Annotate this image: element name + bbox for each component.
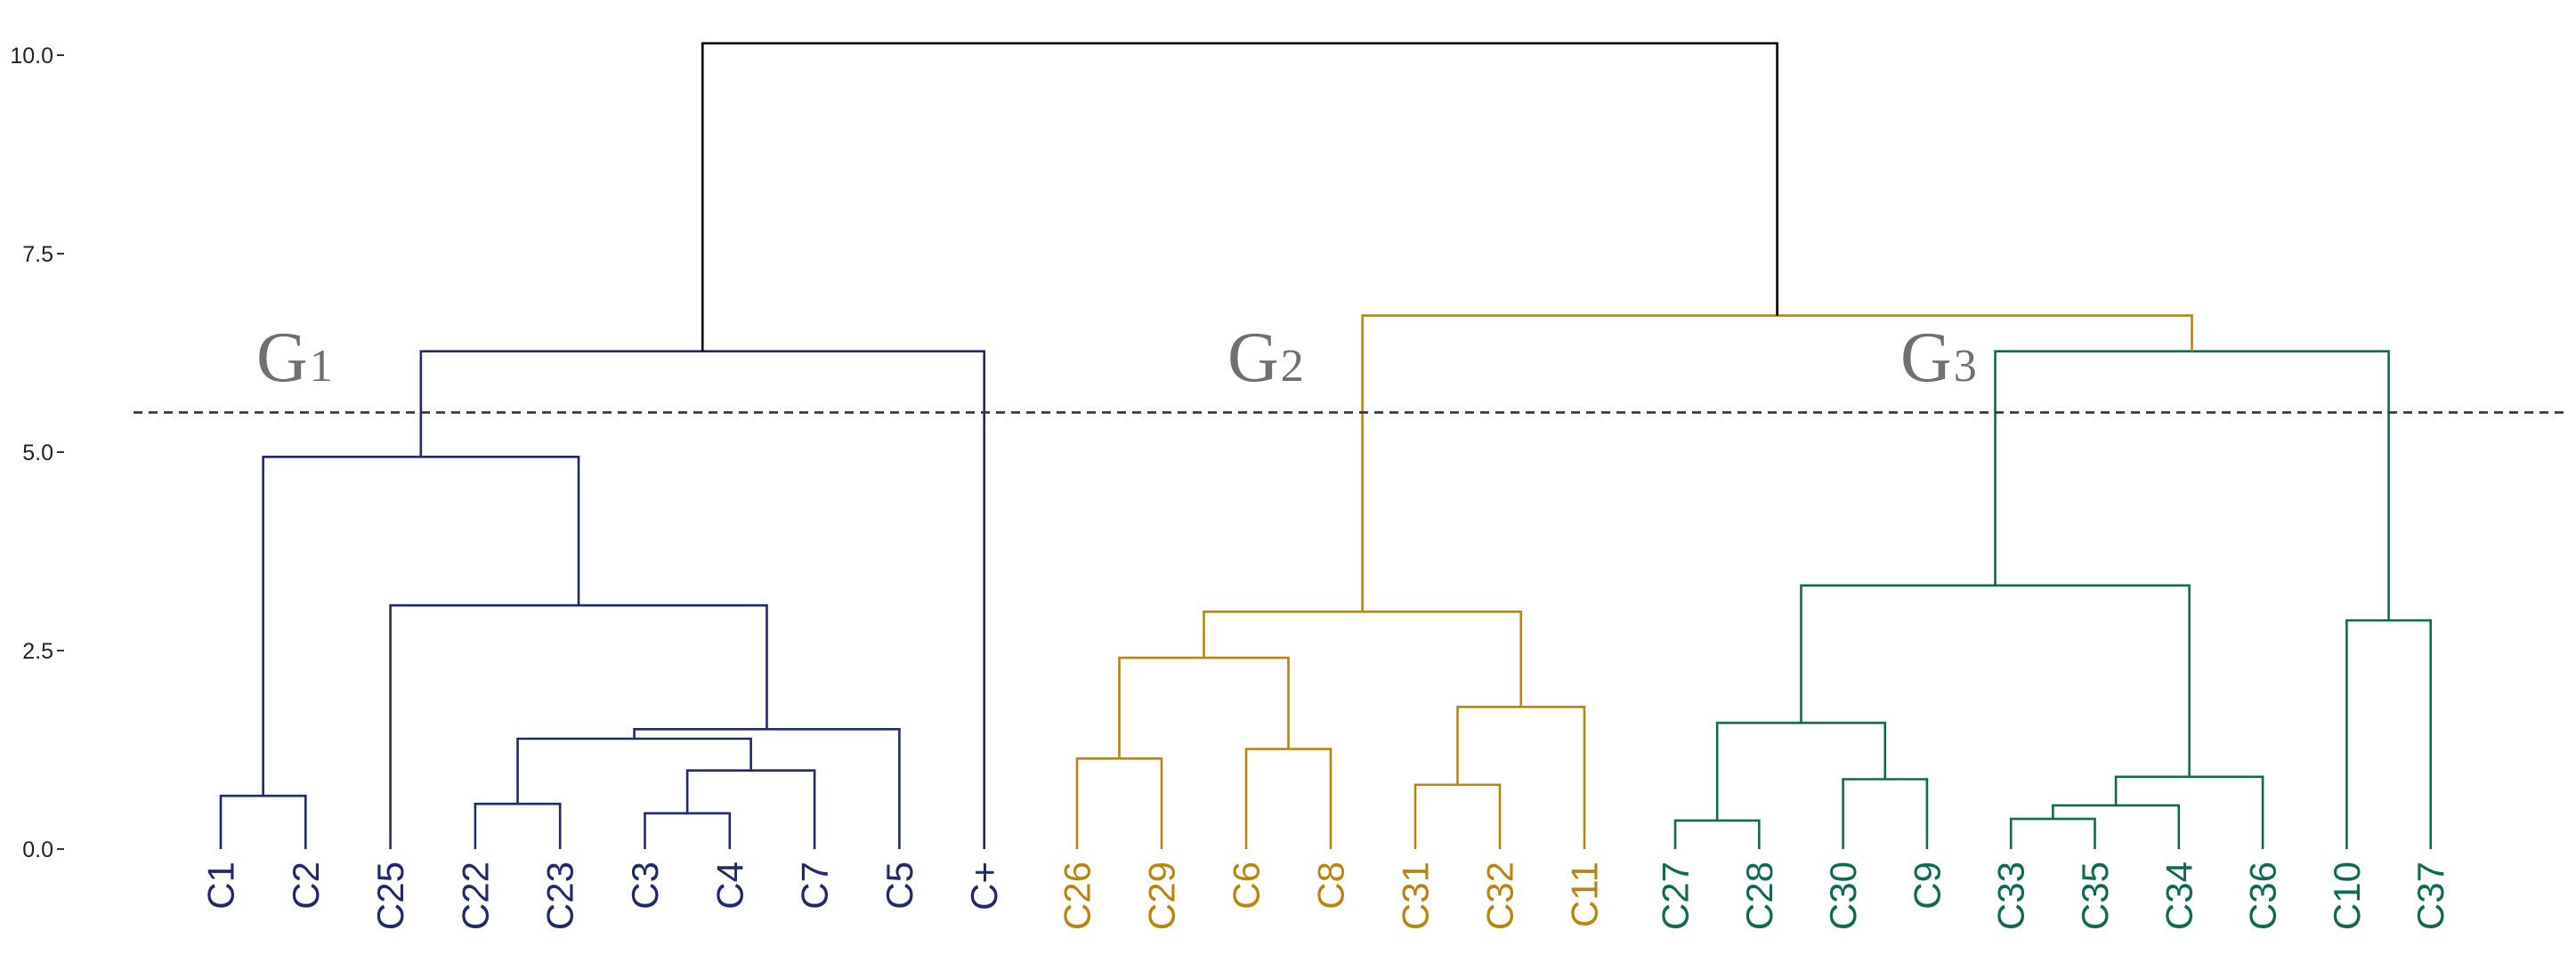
leaf-label: C11 — [1564, 862, 1606, 927]
leaf-label: C1 — [200, 862, 242, 910]
dendrogram-branch-m23 — [2345, 619, 2432, 849]
leaf-label: C7 — [794, 862, 836, 910]
dendrogram-branch-m4 — [685, 769, 816, 849]
group-label-g1: G1 — [256, 319, 333, 397]
leaf-label: C22 — [454, 862, 496, 930]
y-tick-label: 5.0 — [22, 441, 53, 465]
leaf-label: C5 — [879, 862, 920, 910]
dendrogram-branch-m22 — [1800, 584, 2191, 777]
dendrogram-branch-m11 — [1244, 748, 1333, 849]
leaf-label: C6 — [1226, 862, 1268, 910]
leaf-label: C30 — [1822, 862, 1864, 930]
leaf-label: C29 — [1141, 862, 1183, 930]
dendrogram-branch-m10 — [1075, 757, 1163, 849]
dendrogram-branch-m26 — [701, 42, 1778, 352]
leaf-label: C33 — [1990, 862, 2032, 930]
leaf-label: C9 — [1906, 862, 1948, 910]
group-labels: G1 G2 G3 — [256, 319, 1977, 397]
group-label-g3: G3 — [1900, 319, 1977, 397]
leaf-label: C34 — [2158, 862, 2199, 930]
y-tick-label: 2.5 — [22, 639, 53, 664]
leaf-label: C25 — [369, 862, 411, 930]
leaf-label: C28 — [1738, 862, 1780, 930]
dendrogram-branch-m12 — [1118, 656, 1290, 759]
leaf-label: C8 — [1310, 862, 1352, 910]
dendrogram-branch-m6 — [633, 728, 901, 849]
dendrogram-branch-m19 — [2009, 817, 2096, 849]
leaf-label: C27 — [1655, 862, 1697, 930]
dendrogram-branch-m16 — [1673, 819, 1761, 849]
y-tick-label: 10.0 — [10, 44, 53, 69]
leaf-label: C35 — [2074, 862, 2116, 930]
dendrogram-branch-m2 — [474, 802, 562, 849]
leaf-label: C36 — [2242, 862, 2284, 930]
dendrogram-branch-m13 — [1414, 783, 1502, 849]
dendrogram-branch-m21 — [2114, 775, 2264, 849]
dendrogram-branch-m8 — [262, 456, 580, 797]
y-axis: 0.0 2.5 5.0 7.5 10.0 — [10, 44, 64, 862]
dendrogram-branch-m25 — [1361, 314, 2193, 612]
leaf-label: C32 — [1479, 862, 1521, 930]
leaf-label: C4 — [709, 862, 750, 910]
leaf-labels: C1 C2 C25 C22 C23 C3 C4 C7 C5 C+ C26 C29 C6 C8 C31 C32 C… — [200, 862, 2452, 930]
leaf-label: C10 — [2326, 862, 2368, 930]
dendrogram-branch-m18 — [1715, 721, 1887, 821]
dendrogram-branch-m1 — [219, 794, 307, 849]
dendrogram-branches — [219, 42, 2432, 849]
y-tick-label: 0.0 — [22, 837, 53, 862]
dendrogram-branch-m14 — [1456, 706, 1586, 849]
leaf-label: C+ — [963, 862, 1005, 910]
leaf-label: C37 — [2410, 862, 2451, 930]
leaf-label: C31 — [1395, 862, 1437, 930]
dendrogram-branch-m17 — [1842, 778, 1929, 849]
leaf-label: C26 — [1057, 862, 1098, 930]
dendrogram-branch-m20 — [2052, 804, 2181, 849]
y-tick-label: 7.5 — [22, 242, 53, 267]
group-label-g2: G2 — [1227, 319, 1304, 397]
dendrogram-branch-m24 — [1994, 350, 2390, 621]
leaf-label: C2 — [285, 862, 327, 910]
leaf-label: C3 — [624, 862, 666, 910]
dendrogram-branch-m15 — [1203, 610, 1523, 708]
leaf-label: C23 — [539, 862, 581, 930]
dendrogram-branch-m3 — [644, 812, 732, 849]
